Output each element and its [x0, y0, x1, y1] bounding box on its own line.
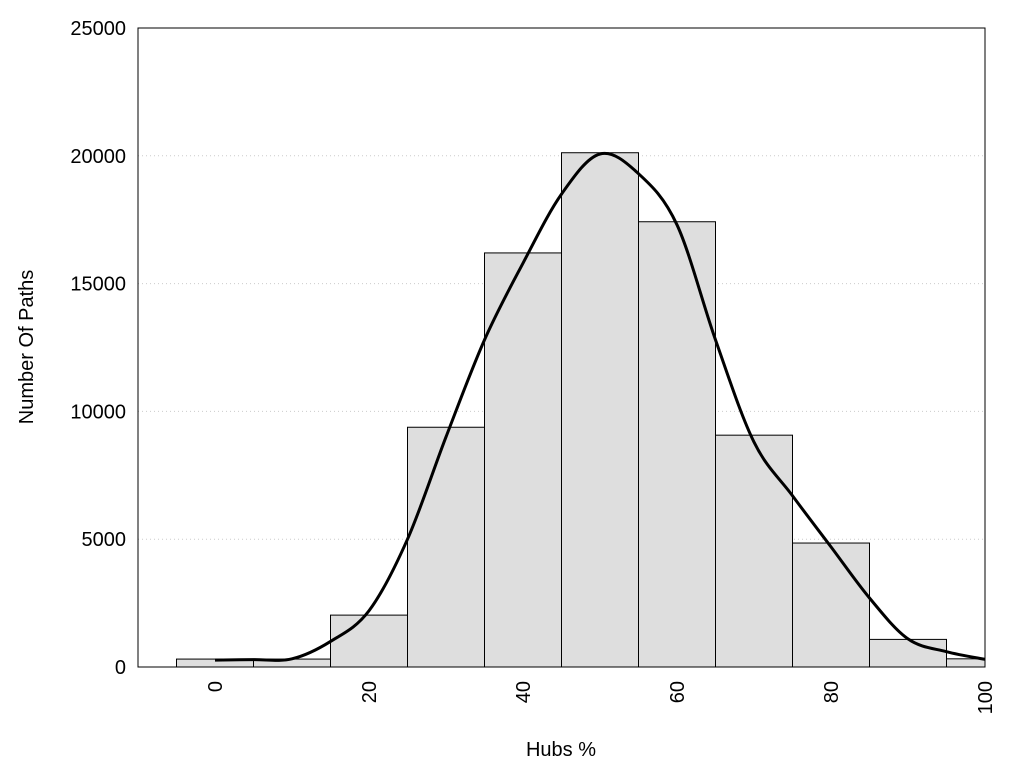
histogram-bar [561, 152, 639, 668]
y-axis-label: Number Of Paths [16, 270, 38, 425]
y-axis-ticks: 0 5000 10000 15000 20000 25000 [70, 18, 126, 679]
x-tick-label: 60 [667, 681, 689, 703]
y-tick-label: 10000 [70, 401, 126, 423]
y-tick-label: 25000 [70, 18, 126, 40]
histogram-bar [715, 434, 793, 668]
histogram-bar [869, 638, 947, 668]
histogram-bar [330, 614, 408, 668]
histogram-bar [407, 426, 485, 668]
density-curve [214, 151, 986, 662]
plot-frame [137, 27, 986, 668]
x-tick-label: 0 [205, 681, 227, 692]
y-tick-label: 15000 [70, 274, 126, 296]
histogram-bar [484, 252, 562, 668]
density-curve-line [214, 151, 986, 662]
y-tick-label: 5000 [82, 529, 127, 551]
y-tick-label: 20000 [70, 146, 126, 168]
histogram-bar [638, 221, 716, 668]
x-tick-label: 20 [359, 681, 381, 703]
histogram-bar [946, 658, 986, 668]
x-axis-label: Hubs % [526, 739, 596, 761]
x-tick-label: 40 [513, 681, 535, 703]
x-tick-label: 80 [821, 681, 843, 703]
histogram-bar [792, 542, 870, 668]
x-axis-ticks: 0 20 40 60 80 100 [205, 681, 997, 714]
y-tick-label: 0 [115, 657, 126, 679]
x-tick-label: 100 [975, 681, 997, 714]
